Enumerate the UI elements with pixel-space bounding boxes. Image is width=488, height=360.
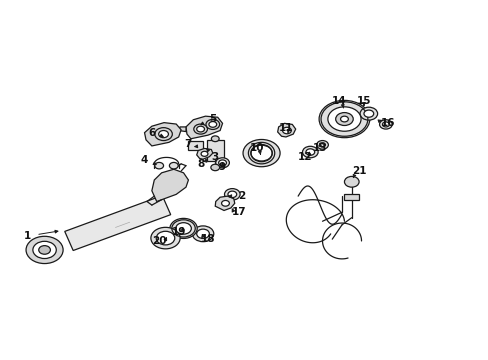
Circle shape bbox=[208, 122, 216, 127]
Circle shape bbox=[327, 107, 360, 131]
Polygon shape bbox=[64, 195, 170, 251]
Circle shape bbox=[210, 164, 219, 171]
Text: 13: 13 bbox=[312, 143, 326, 153]
Circle shape bbox=[359, 107, 377, 120]
Circle shape bbox=[155, 162, 163, 169]
Circle shape bbox=[26, 236, 63, 264]
Circle shape bbox=[205, 120, 219, 130]
Circle shape bbox=[319, 100, 369, 138]
Circle shape bbox=[344, 176, 358, 187]
Polygon shape bbox=[152, 169, 188, 202]
Polygon shape bbox=[178, 127, 185, 132]
Circle shape bbox=[169, 162, 178, 169]
Text: 4: 4 bbox=[141, 155, 148, 165]
Text: 21: 21 bbox=[351, 166, 366, 176]
Circle shape bbox=[363, 110, 373, 117]
Text: 11: 11 bbox=[278, 123, 293, 133]
Circle shape bbox=[224, 189, 240, 200]
Polygon shape bbox=[144, 123, 181, 146]
Circle shape bbox=[319, 143, 325, 147]
Circle shape bbox=[211, 136, 219, 141]
Circle shape bbox=[169, 219, 197, 238]
Circle shape bbox=[379, 120, 391, 129]
Text: 5: 5 bbox=[209, 114, 216, 124]
Circle shape bbox=[218, 160, 226, 166]
Circle shape bbox=[193, 124, 207, 134]
Text: 6: 6 bbox=[148, 129, 155, 138]
Text: 8: 8 bbox=[197, 159, 204, 169]
Text: 15: 15 bbox=[356, 96, 370, 106]
Circle shape bbox=[282, 127, 291, 134]
Circle shape bbox=[215, 158, 229, 168]
Circle shape bbox=[175, 223, 191, 234]
Text: 17: 17 bbox=[232, 207, 246, 217]
Circle shape bbox=[382, 122, 388, 127]
Circle shape bbox=[196, 229, 209, 238]
Text: 9: 9 bbox=[219, 162, 225, 172]
Circle shape bbox=[196, 126, 204, 132]
Text: 7: 7 bbox=[184, 139, 192, 149]
Circle shape bbox=[192, 226, 213, 242]
Circle shape bbox=[156, 231, 174, 245]
Circle shape bbox=[302, 146, 318, 158]
Polygon shape bbox=[196, 148, 212, 159]
Circle shape bbox=[155, 128, 172, 140]
Circle shape bbox=[151, 227, 180, 249]
Polygon shape bbox=[185, 116, 222, 139]
Circle shape bbox=[227, 191, 236, 198]
Text: 18: 18 bbox=[200, 234, 215, 244]
Circle shape bbox=[243, 139, 280, 167]
Text: 16: 16 bbox=[380, 118, 395, 128]
Circle shape bbox=[316, 140, 328, 149]
Polygon shape bbox=[277, 123, 295, 137]
Circle shape bbox=[250, 145, 272, 161]
Text: 20: 20 bbox=[152, 236, 166, 246]
FancyBboxPatch shape bbox=[187, 141, 202, 150]
Circle shape bbox=[201, 151, 207, 156]
FancyBboxPatch shape bbox=[206, 140, 223, 161]
Circle shape bbox=[305, 149, 314, 155]
Circle shape bbox=[335, 113, 352, 126]
Circle shape bbox=[158, 131, 168, 138]
Text: 10: 10 bbox=[249, 143, 264, 153]
Polygon shape bbox=[344, 194, 358, 200]
Circle shape bbox=[33, 241, 56, 258]
Text: 3: 3 bbox=[211, 152, 219, 162]
Text: 19: 19 bbox=[171, 227, 185, 237]
Text: 14: 14 bbox=[331, 96, 346, 106]
Text: 1: 1 bbox=[24, 231, 31, 240]
Polygon shape bbox=[215, 196, 234, 211]
Circle shape bbox=[221, 201, 229, 206]
Text: 2: 2 bbox=[238, 191, 245, 201]
Circle shape bbox=[39, 246, 50, 254]
Circle shape bbox=[340, 116, 347, 122]
Text: 12: 12 bbox=[298, 152, 312, 162]
